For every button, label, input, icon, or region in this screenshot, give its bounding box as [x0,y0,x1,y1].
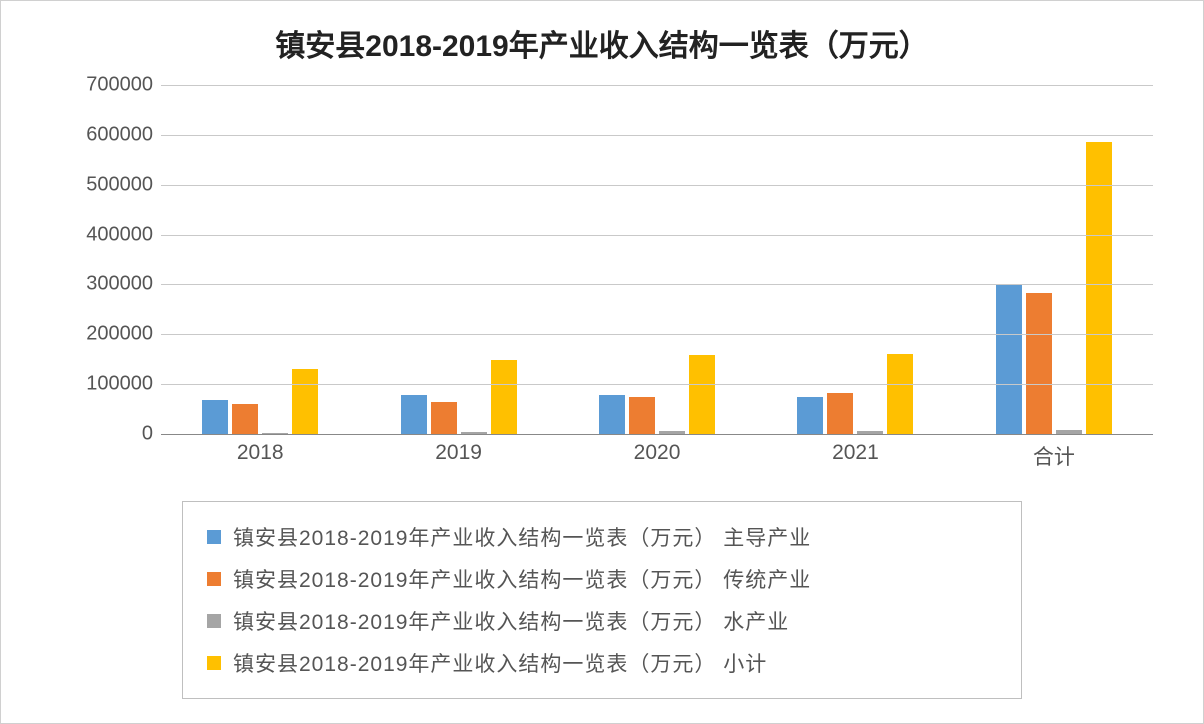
bar [1086,142,1112,434]
bar [827,393,853,434]
legend-swatch [207,614,221,628]
bar [401,395,427,434]
x-tick-label: 2020 [558,435,756,465]
x-tick-label: 合计 [955,435,1153,465]
x-axis-labels: 2018201920202021合计 [161,435,1153,465]
gridline [161,85,1153,86]
legend-label: 镇安县2018-2019年产业收入结构一览表（万元） 水产业 [233,606,789,636]
bar-group [161,85,359,434]
gridline [161,135,1153,136]
bar [629,397,655,434]
bar [689,355,715,434]
x-tick-label: 2021 [756,435,954,465]
chart-title: 镇安县2018-2019年产业收入结构一览表（万元） [21,21,1183,65]
legend-swatch [207,572,221,586]
bar [292,369,318,434]
bar [996,285,1022,434]
gridline [161,235,1153,236]
x-tick-label: 2019 [359,435,557,465]
legend-item: 镇安县2018-2019年产业收入结构一览表（万元） 小计 [207,642,997,684]
bar [431,402,457,434]
gridline [161,185,1153,186]
plot-area: 0100000200000300000400000500000600000700… [161,85,1153,435]
bar [262,433,288,434]
legend-swatch [207,656,221,670]
bar [659,431,685,434]
legend-item: 镇安县2018-2019年产业收入结构一览表（万元） 传统产业 [207,558,997,600]
legend-label: 镇安县2018-2019年产业收入结构一览表（万元） 小计 [233,648,767,678]
bar-group [955,85,1153,434]
bar [1056,430,1082,434]
legend-item: 镇安县2018-2019年产业收入结构一览表（万元） 水产业 [207,600,997,642]
bar [857,431,883,434]
legend-swatch [207,530,221,544]
bar [491,360,517,434]
bar [599,395,625,434]
bar-group [756,85,954,434]
gridline [161,384,1153,385]
bar-group [359,85,557,434]
bar [461,432,487,434]
legend-label: 镇安县2018-2019年产业收入结构一览表（万元） 传统产业 [233,564,811,594]
bar [887,354,913,434]
bar [1026,293,1052,434]
gridline [161,284,1153,285]
x-tick-label: 2018 [161,435,359,465]
bar-group [558,85,756,434]
bar [797,397,823,434]
legend-label: 镇安县2018-2019年产业收入结构一览表（万元） 主导产业 [233,522,811,552]
gridline [161,334,1153,335]
bar [232,404,258,434]
bar-groups [161,85,1153,434]
legend: 镇安县2018-2019年产业收入结构一览表（万元） 主导产业镇安县2018-2… [182,501,1022,699]
bar [202,400,228,434]
chart-container: 镇安县2018-2019年产业收入结构一览表（万元） 0100000200000… [0,0,1204,724]
plot-wrap: 0100000200000300000400000500000600000700… [81,85,1153,465]
legend-item: 镇安县2018-2019年产业收入结构一览表（万元） 主导产业 [207,516,997,558]
y-axis [71,85,161,435]
